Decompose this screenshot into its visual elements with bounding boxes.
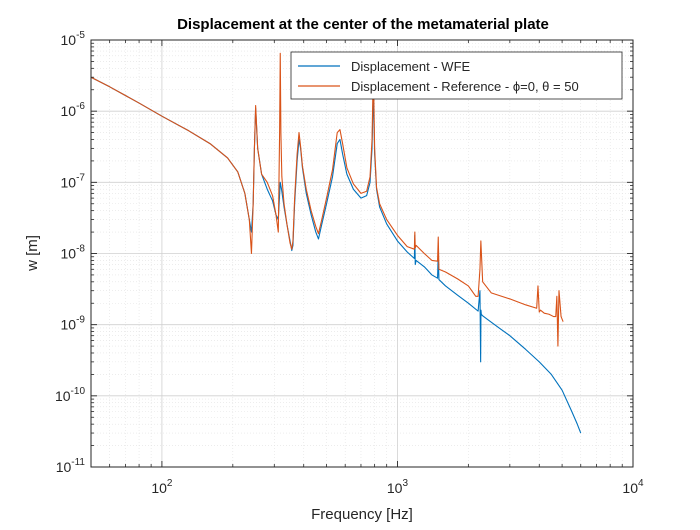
- x-axis-label: Frequency [Hz]: [311, 506, 413, 523]
- y-tick-label: 10-6: [61, 101, 86, 119]
- x-tick-label: 102: [151, 478, 173, 496]
- y-tick-label: 10-11: [56, 457, 86, 475]
- y-tick-label: 10-5: [61, 30, 86, 48]
- y-tick-label: 10-9: [61, 315, 86, 333]
- y-tick-label: 10-7: [61, 172, 86, 190]
- x-tick-labels: 102 103 104: [151, 478, 644, 496]
- tick-marks: [91, 39, 634, 468]
- y-tick-labels: 10-11 10-10 10-9 10-8 10-7 10-6 10-5: [55, 30, 85, 475]
- y-tick-label: 10-8: [61, 244, 86, 262]
- y-axis-label: w [m]: [24, 235, 41, 272]
- x-tick-label: 103: [387, 478, 409, 496]
- legend-label-wfe: Displacement - WFE: [351, 59, 471, 74]
- legend: Displacement - WFE Displacement - Refere…: [290, 51, 623, 100]
- series-layer: [90, 52, 582, 434]
- legend-label-reference: Displacement - Reference - ϕ=0, θ = 50: [351, 79, 579, 94]
- chart-title: Displacement at the center of the metama…: [177, 16, 549, 33]
- y-tick-label: 10-10: [55, 386, 85, 404]
- legend-box: [290, 51, 623, 100]
- x-tick-label: 104: [622, 478, 644, 496]
- series-line-reference: [90, 52, 564, 347]
